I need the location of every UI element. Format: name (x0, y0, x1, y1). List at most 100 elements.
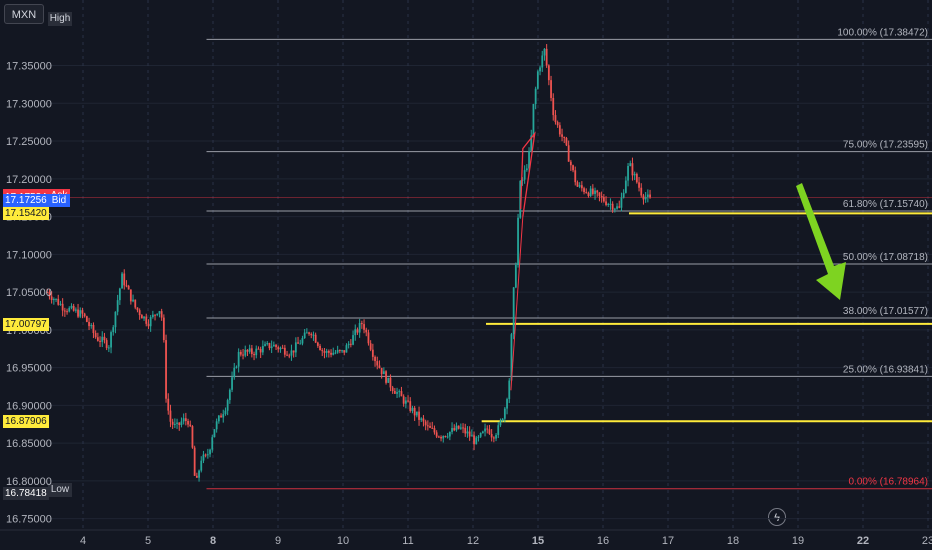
candle-body (323, 351, 326, 353)
candle-body (279, 347, 282, 350)
candle-body (523, 170, 526, 180)
candle-body (270, 346, 273, 349)
candle-body (644, 196, 647, 200)
candle-body (110, 332, 112, 348)
x-axis-tick-label: 10 (337, 535, 349, 547)
candle-body (488, 429, 491, 434)
candle-body (116, 300, 119, 312)
candle-body (288, 355, 291, 357)
candle-body (343, 350, 346, 353)
candle-body (242, 354, 244, 356)
candle-body (217, 415, 220, 422)
candle-body (275, 344, 277, 348)
candle-body (94, 333, 97, 338)
bid-price-tag-suffix: Bid (48, 194, 70, 207)
candle-body (413, 407, 416, 416)
candle-body (367, 332, 370, 344)
candle-body (176, 422, 178, 424)
candle-body (602, 197, 605, 202)
candle-body (85, 316, 88, 322)
y-axis-tick-label: 17.20000 (6, 174, 52, 186)
candle-body (600, 195, 603, 198)
candle-body (305, 332, 308, 334)
candle-body (376, 361, 379, 366)
candle-body (246, 349, 249, 352)
low-price-tag: 16.78418 (3, 487, 49, 500)
candle-body (292, 350, 295, 353)
lightning-icon[interactable]: ϟ (768, 508, 786, 526)
y-axis-tick-label: 16.80000 (6, 476, 52, 488)
candle-body (184, 418, 187, 422)
candle-body (68, 307, 71, 312)
candle-body (514, 264, 517, 288)
candle-body (277, 347, 280, 350)
candle-body (143, 316, 145, 319)
candle-body (195, 475, 198, 478)
candle-body (418, 411, 420, 420)
y-axis-tick-label: 17.05000 (6, 287, 52, 299)
candle-body (429, 425, 431, 428)
candle-body (330, 352, 332, 355)
candle-body (360, 323, 363, 325)
candle-body (101, 336, 104, 342)
candle-body (136, 307, 139, 311)
candle-body (503, 408, 506, 419)
candle-body (563, 136, 566, 139)
candle-body (308, 332, 310, 334)
x-axis-tick-label: 16 (597, 535, 609, 547)
candle-body (521, 179, 524, 182)
candle-body (534, 88, 537, 105)
x-axis-tick-label: 17 (662, 535, 674, 547)
candle-body (620, 197, 623, 208)
candle-body (352, 335, 354, 345)
candle-body (451, 428, 453, 432)
high-badge: High (48, 12, 72, 26)
candle-body (294, 342, 297, 353)
candle-body (506, 399, 508, 409)
candle-body (371, 349, 374, 357)
candle-body (569, 161, 572, 166)
candle-body (182, 418, 185, 422)
candle-body (490, 433, 493, 438)
candle-body (607, 203, 610, 205)
candle-body (396, 392, 398, 394)
candle-body (437, 436, 440, 438)
candle-body (402, 396, 405, 404)
x-axis-tick-label: 11 (402, 535, 413, 547)
candle-body (327, 350, 330, 353)
candle-body (235, 366, 238, 368)
candle-body (264, 344, 266, 347)
fib-level-label: 100.00% (17.38472) (837, 27, 928, 38)
y-axis-tick-label: 16.85000 (6, 438, 52, 450)
candle-body (433, 428, 436, 433)
candle-body (336, 349, 339, 353)
candle-body (378, 365, 381, 368)
candle-body (162, 317, 165, 341)
candle-body (79, 310, 82, 317)
candle-body (481, 431, 484, 433)
candle-body (389, 377, 392, 388)
candle-body (325, 350, 328, 353)
symbol-selector[interactable]: MXN (4, 4, 44, 24)
candle-body (112, 327, 115, 333)
candle-body (96, 337, 99, 341)
candle-body (624, 180, 627, 193)
candle-body (517, 217, 519, 265)
candle-body (363, 324, 365, 330)
candle-body (387, 377, 390, 383)
candle-body (301, 338, 304, 344)
candle-body (147, 323, 150, 327)
x-axis-tick-label: 9 (275, 535, 281, 547)
fib-level-label: 75.00% (17.23595) (843, 140, 928, 151)
candle-body (627, 165, 629, 181)
candle-body (299, 343, 302, 345)
candle-body (385, 371, 387, 383)
candle-body (165, 340, 167, 399)
candle-body (642, 195, 645, 200)
candle-body (244, 349, 247, 356)
candle-body (253, 354, 255, 356)
candle-body (140, 315, 143, 319)
candle-body (448, 431, 451, 437)
candle-body (457, 425, 460, 429)
